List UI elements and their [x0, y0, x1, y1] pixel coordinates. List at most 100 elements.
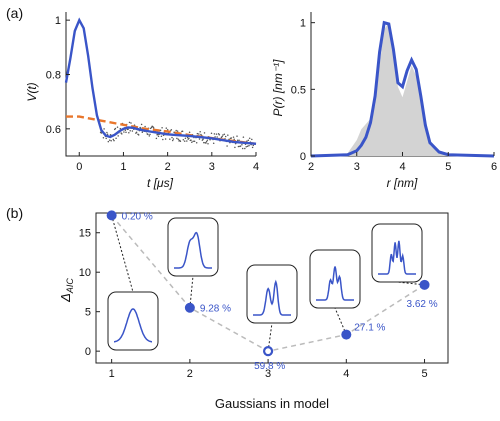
- signal-x-tick-label: 1: [120, 161, 126, 173]
- signal-x-tick-label: 3: [209, 161, 215, 173]
- data-point: [242, 136, 245, 138]
- data-point: [248, 137, 251, 139]
- model-x-tick-label: 1: [109, 368, 115, 380]
- distribution-y-tick-label: 0: [300, 151, 306, 163]
- data-point: [114, 127, 117, 130]
- inset-connector: [189, 275, 194, 308]
- data-point: [105, 137, 107, 140]
- distribution-x-tick-label: 6: [491, 161, 497, 173]
- inset-box: [167, 217, 219, 277]
- data-point: [106, 131, 108, 134]
- data-point: [241, 147, 244, 150]
- data-point: [218, 134, 221, 136]
- noisy-data-points: [98, 121, 255, 150]
- model-x-tick-label: 2: [187, 368, 193, 380]
- data-point: [157, 135, 160, 138]
- data-point: [192, 140, 194, 143]
- data-point: [148, 135, 151, 137]
- signal-y-tick-label: 0.6: [46, 124, 61, 136]
- data-point: [247, 139, 250, 141]
- data-point: [177, 138, 180, 140]
- data-point: [246, 145, 249, 148]
- data-point: [203, 141, 205, 144]
- aic-point: [106, 210, 117, 221]
- data-point: [176, 137, 178, 140]
- data-point: [162, 138, 164, 141]
- data-point: [102, 137, 105, 139]
- data-point: [155, 137, 158, 140]
- data-point: [144, 125, 146, 128]
- probability-label: 0.20 %: [122, 211, 153, 222]
- data-point: [110, 139, 112, 142]
- data-point: [161, 127, 163, 129]
- data-point: [141, 131, 144, 134]
- distribution-x-tick-label: 2: [308, 161, 314, 173]
- data-point: [200, 133, 202, 136]
- model-x-tick-label: 5: [421, 368, 427, 380]
- data-point: [131, 130, 134, 132]
- axes-signal: [65, 12, 256, 157]
- chart-signal: 0 1 2 3 4 0.6 0.8 1 t [μs] V(t): [25, 12, 259, 190]
- data-point: [216, 136, 218, 138]
- data-point: [245, 146, 247, 148]
- probability-label: 3.62 %: [407, 299, 438, 310]
- model-y-tick-label: 10: [79, 267, 91, 279]
- data-point: [106, 133, 109, 136]
- distribution-x-tick-label: 3: [354, 161, 360, 173]
- probability-label: 59.8 %: [254, 361, 285, 372]
- signal-y-tick-label: 0.8: [46, 69, 61, 81]
- data-point: [135, 131, 138, 133]
- model-y-label: ΔAIC: [58, 278, 75, 303]
- inset-distribution-line: [316, 266, 354, 301]
- inset-distribution-line: [114, 308, 152, 343]
- data-point: [199, 131, 201, 133]
- data-point: [128, 131, 130, 134]
- model-y-tick-label: 5: [85, 307, 91, 319]
- data-point: [130, 122, 132, 124]
- data-point: [150, 126, 153, 129]
- aic-point: [184, 302, 195, 313]
- data-point: [252, 144, 255, 147]
- data-point: [117, 135, 119, 137]
- reference-distribution-area: [311, 22, 494, 157]
- data-point: [171, 136, 173, 139]
- model-x-label: Gaussians in model: [215, 396, 329, 411]
- data-point: [140, 123, 143, 126]
- inset-distribution-line: [378, 240, 416, 275]
- data-point: [244, 147, 246, 150]
- probability-label: 27.1 %: [354, 323, 385, 334]
- data-point: [186, 140, 188, 142]
- data-point: [248, 144, 250, 147]
- panel-label-a: (a): [6, 5, 23, 21]
- data-point: [215, 133, 218, 135]
- data-point: [172, 138, 175, 140]
- data-point: [179, 140, 182, 142]
- data-point: [116, 126, 119, 128]
- data-point: [213, 133, 216, 135]
- data-point: [164, 138, 167, 140]
- data-point: [210, 132, 213, 135]
- data-point: [121, 133, 123, 135]
- data-point: [166, 128, 169, 131]
- data-point: [127, 128, 129, 131]
- data-point: [195, 141, 198, 144]
- data-point: [113, 139, 115, 142]
- data-point: [251, 138, 253, 141]
- data-point: [188, 131, 191, 134]
- data-point: [149, 127, 152, 130]
- data-point: [169, 138, 171, 140]
- data-point: [119, 127, 122, 130]
- data-point: [221, 135, 223, 138]
- model-y-tick-label: 0: [85, 346, 91, 358]
- data-point: [100, 132, 103, 134]
- data-point: [188, 137, 190, 140]
- data-point: [171, 139, 174, 142]
- data-point: [206, 139, 209, 141]
- data-point: [140, 127, 142, 129]
- data-point: [170, 129, 173, 131]
- data-point: [190, 139, 192, 141]
- data-point: [203, 132, 206, 134]
- data-point: [237, 145, 240, 148]
- data-point: [147, 133, 149, 136]
